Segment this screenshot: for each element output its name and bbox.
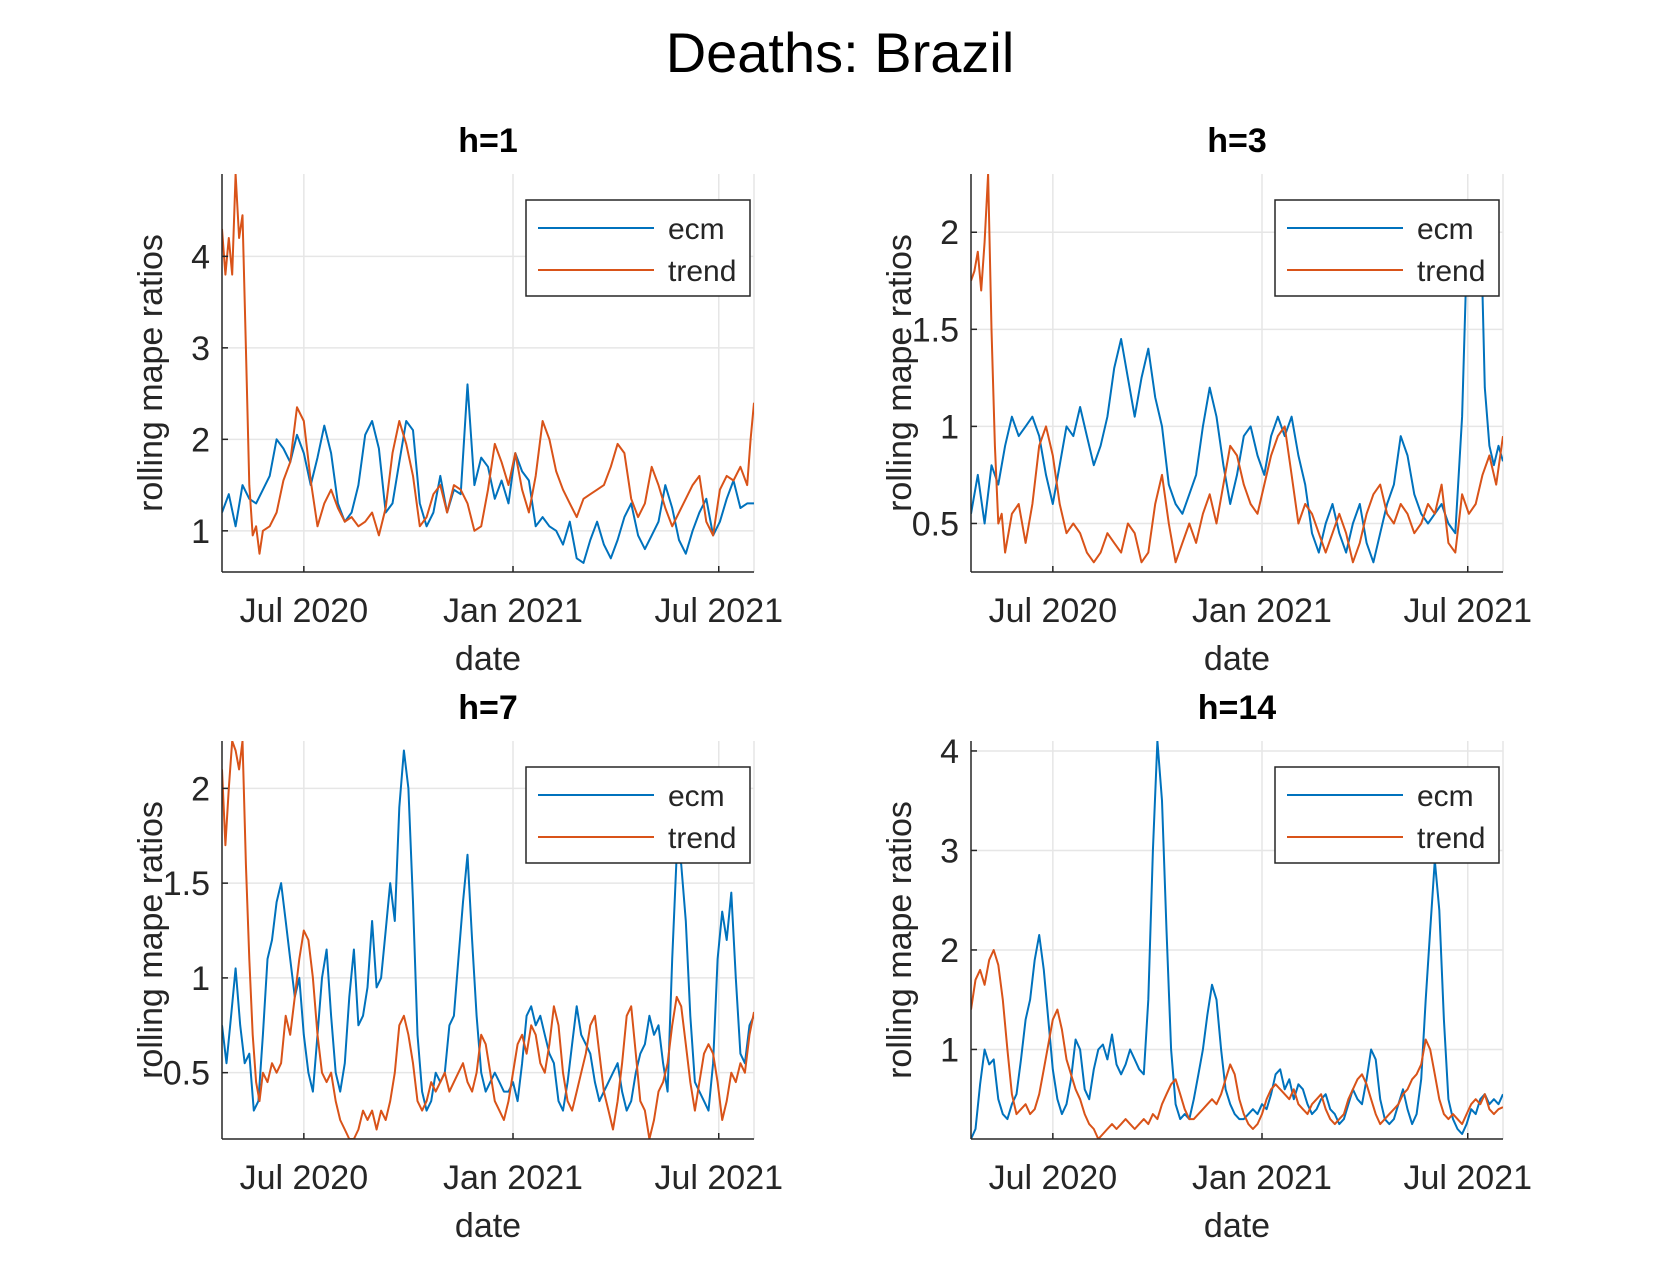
y-axis-label: rolling mape ratios — [132, 801, 170, 1079]
y-tick-label: 0.5 — [912, 505, 959, 543]
series-trend-line — [971, 949, 1503, 1139]
x-tick-label: Jul 2020 — [989, 592, 1118, 630]
x-tick-label: Jan 2021 — [1192, 1159, 1332, 1197]
subplot-3: Jul 2020 Jan 2021 Jul 2021 0.5 1 1.5 2 h=7 date r… — [132, 689, 783, 1245]
x-tick-label: Jan 2021 — [443, 592, 583, 630]
legend: ecm trend — [525, 199, 751, 297]
x-tick-label: Jul 2021 — [1403, 1159, 1532, 1197]
series-trend-line — [222, 741, 754, 1139]
y-tick-label: 1 — [191, 513, 210, 551]
y-tick-label: 2 — [940, 214, 959, 252]
series-ecm-line — [971, 202, 1503, 564]
x-tick-label: Jul 2021 — [654, 1159, 783, 1197]
y-tick-label: 4 — [191, 238, 210, 276]
y-tick-label: 0.5 — [163, 1055, 210, 1093]
subplot-4: Jul 2020 Jan 2021 Jul 2021 1 2 3 4 h=14 date roll… — [881, 689, 1532, 1245]
legend-label-ecm: ecm — [668, 780, 725, 813]
y-tick-label: 1 — [940, 1031, 959, 1069]
series-ecm-line — [222, 383, 754, 564]
legend-label-trend: trend — [1417, 822, 1485, 855]
y-tick-label: 1 — [940, 408, 959, 446]
legend-box — [1274, 766, 1500, 864]
legend-label-ecm: ecm — [1417, 213, 1474, 246]
subplot-2: Jul 2020 Jan 2021 Jul 2021 0.5 1 1.5 2 h=3 date r… — [881, 122, 1532, 678]
legend-label-trend: trend — [668, 822, 736, 855]
legend-label-trend: trend — [668, 255, 736, 288]
y-tick-label: 2 — [191, 421, 210, 459]
x-tick-label: Jan 2021 — [1192, 592, 1332, 630]
x-axis-label: date — [1204, 640, 1270, 678]
x-axis-label: date — [455, 640, 521, 678]
legend-box — [525, 766, 751, 864]
y-tick-label: 1.5 — [912, 311, 959, 349]
legend-label-ecm: ecm — [668, 213, 725, 246]
x-axis-label: date — [1204, 1207, 1270, 1245]
series-ecm-line — [971, 741, 1503, 1139]
x-tick-label: Jul 2021 — [654, 592, 783, 630]
y-axis-label: rolling mape ratios — [881, 234, 919, 512]
subplot-1: Jul 2020 Jan 2021 Jul 2021 1 2 3 4 h=1 date rolli… — [132, 122, 783, 678]
x-tick-label: Jul 2021 — [1403, 592, 1532, 630]
x-tick-label: Jul 2020 — [989, 1159, 1118, 1197]
subplot-title: h=3 — [1207, 122, 1267, 160]
y-tick-label: 1 — [191, 960, 210, 998]
legend: ecm trend — [1274, 199, 1500, 297]
figure-title: Deaths: Brazil — [665, 21, 1015, 84]
x-tick-label: Jul 2020 — [240, 592, 369, 630]
subplot-title: h=14 — [1198, 689, 1277, 727]
series-ecm-line — [222, 749, 754, 1112]
series-trend-line — [971, 174, 1503, 564]
y-tick-label: 2 — [940, 932, 959, 970]
y-axis-label: rolling mape ratios — [132, 234, 170, 512]
y-tick-label: 1.5 — [163, 865, 210, 903]
y-axis-label: rolling mape ratios — [881, 801, 919, 1079]
subplot-title: h=7 — [458, 689, 518, 727]
subplot-title: h=1 — [458, 122, 518, 160]
legend-label-trend: trend — [1417, 255, 1485, 288]
legend-box — [525, 199, 751, 297]
legend-label-ecm: ecm — [1417, 780, 1474, 813]
y-tick-label: 2 — [191, 770, 210, 808]
legend: ecm trend — [1274, 766, 1500, 864]
legend-box — [1274, 199, 1500, 297]
x-tick-label: Jan 2021 — [443, 1159, 583, 1197]
y-tick-label: 3 — [940, 832, 959, 870]
series-trend-line — [222, 174, 754, 555]
y-tick-label: 4 — [940, 733, 959, 771]
x-axis-label: date — [455, 1207, 521, 1245]
legend: ecm trend — [525, 766, 751, 864]
y-tick-label: 3 — [191, 330, 210, 368]
x-tick-label: Jul 2020 — [240, 1159, 369, 1197]
